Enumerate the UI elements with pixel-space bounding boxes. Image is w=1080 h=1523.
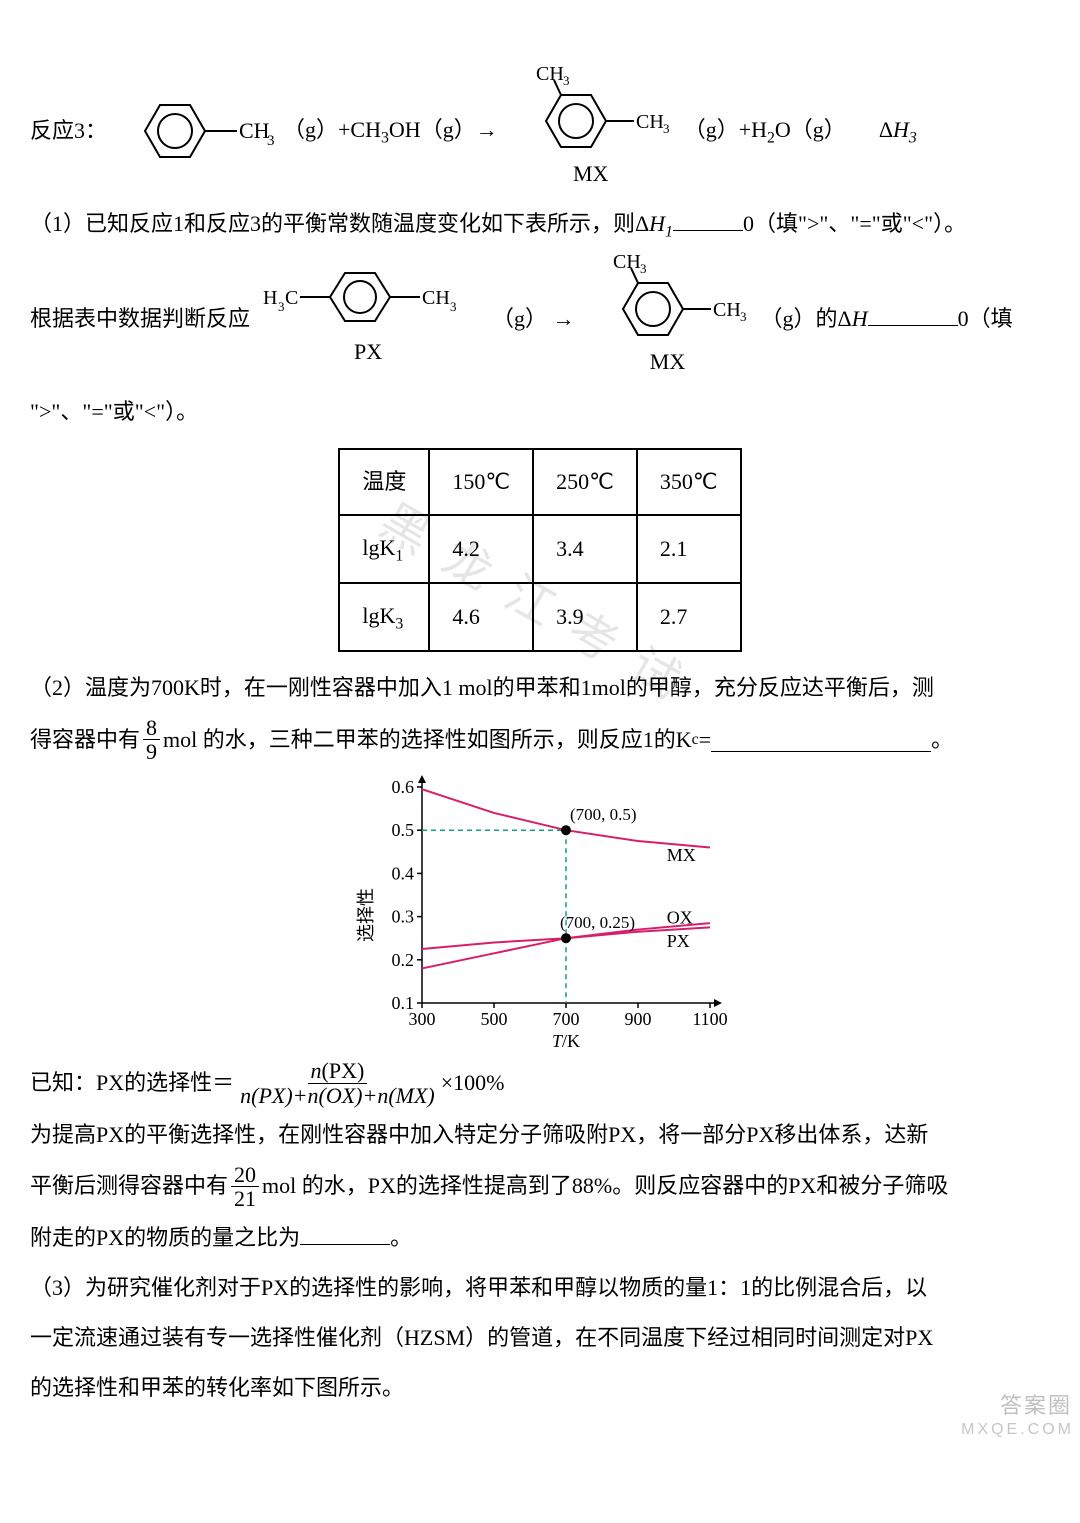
q3-line1: （3）为研究催化剂对于PX的选择性的影响，将甲苯和甲醇以物质的量1：1的比例混合… (30, 1266, 1050, 1310)
svg-text:0.4: 0.4 (392, 864, 415, 884)
svg-text:0.3: 0.3 (392, 907, 415, 927)
watermark-url: MXQE.COM (961, 1414, 1074, 1446)
judge-after: （g）的ΔH0（填 (761, 297, 1013, 341)
svg-text:CH: CH (536, 66, 564, 85)
svg-text:CH: CH (613, 254, 641, 273)
svg-text:(700, 0.5): (700, 0.5) (570, 806, 637, 825)
px-structure: H 3 C CH 3 PX (258, 264, 478, 374)
mx-label-2: MX (650, 340, 685, 384)
mx-label: MX (573, 152, 608, 196)
svg-text:3: 3 (563, 73, 570, 88)
svg-text:0.5: 0.5 (392, 821, 415, 841)
td: 4.2 (429, 515, 533, 583)
svg-text:900: 900 (625, 1009, 652, 1029)
mx-structure-2: CH 3 CH 3 MX (583, 254, 753, 384)
selectivity-equation: 已知：PX的选择性＝ n(PX) n(PX)+n(OX)+n(MX) ×100% (30, 1059, 1050, 1106)
q2b-line2: 平衡后测得容器中有 20 21 mol 的水，PX的选择性提高到了88%。则反应… (30, 1163, 1050, 1210)
svg-text:3: 3 (267, 133, 275, 149)
reaction3-plus-text: （g）+CH3OH（g）→ (283, 108, 498, 154)
svg-text:0.6: 0.6 (392, 777, 415, 797)
q2-blank-kc (711, 728, 931, 752)
chart-svg: 0.10.20.30.40.50.63005007009001100(700, … (350, 773, 730, 1053)
svg-text:CH: CH (636, 111, 664, 133)
td: 3.4 (533, 515, 637, 583)
reaction3-line: 反应3： CH 3 （g）+CH3OH（g）→ CH 3 CH 3 MX （g）… (30, 66, 1050, 196)
td: 3.9 (533, 583, 637, 651)
judge-mid: （g） → (492, 297, 575, 341)
q1-blank (673, 207, 743, 231)
svg-text:300: 300 (409, 1009, 436, 1029)
q3-line3: 的选择性和甲苯的转化率如下图所示。 (30, 1366, 1050, 1410)
judge-line: 根据表中数据判断反应 H 3 C CH 3 PX （g） → CH 3 CH 3… (30, 254, 1050, 384)
svg-text:(700, 0.25): (700, 0.25) (560, 914, 635, 933)
td-lgk3: lgK3 (339, 583, 429, 651)
th-150: 150℃ (429, 449, 533, 515)
svg-text:H: H (263, 287, 277, 309)
th-temp: 温度 (339, 449, 429, 515)
svg-text:OX: OX (667, 908, 693, 928)
table-row: lgK1 4.2 3.4 2.1 (339, 515, 740, 583)
td: 2.7 (637, 583, 741, 651)
q1-text: （1）已知反应1和反应3的平衡常数随温度变化如下表所示，则ΔH10（填">"、"… (30, 202, 1050, 248)
svg-text:0.2: 0.2 (392, 950, 415, 970)
toluene-structure: CH 3 (115, 93, 275, 169)
svg-text:3: 3 (278, 299, 285, 314)
svg-text:700: 700 (553, 1009, 580, 1029)
toluene-svg: CH 3 (115, 93, 275, 169)
reaction3-prefix: 反应3： (30, 109, 107, 153)
table-row: 温度 150℃ 250℃ 350℃ (339, 449, 740, 515)
q2-line1: （2）温度为700K时，在一刚性容器中加入1 mol的甲苯和1mol的甲醇，充分… (30, 666, 1050, 710)
svg-text:PX: PX (667, 932, 690, 952)
td: 4.6 (429, 583, 533, 651)
reaction3-after: （g）+H2O（g） ΔH3 (684, 108, 917, 154)
mx-svg: CH 3 CH 3 (506, 66, 676, 156)
q2-line2: 得容器中有 8 9 mol 的水，三种二甲苯的选择性如图所示，则反应1的Kc= … (30, 716, 1050, 763)
td-lgk1: lgK1 (339, 515, 429, 583)
table-row: lgK3 4.6 3.9 2.7 (339, 583, 740, 651)
judge-prefix: 根据表中数据判断反应 (30, 297, 250, 341)
svg-text:CH: CH (713, 299, 741, 321)
svg-text:选择性: 选择性 (356, 888, 376, 942)
q2b-line1: 为提高PX的平衡选择性，在刚性容器中加入特定分子筛吸附PX，将一部分PX移出体系… (30, 1113, 1050, 1157)
svg-text:CH: CH (422, 287, 450, 309)
svg-text:1100: 1100 (692, 1009, 727, 1029)
mx-structure: CH 3 CH 3 MX (506, 66, 676, 196)
svg-text:500: 500 (481, 1009, 508, 1029)
selectivity-chart: 0.10.20.30.40.50.63005007009001100(700, … (30, 773, 1050, 1053)
svg-text:CH: CH (239, 118, 270, 143)
judge-line2: ">"、"="或"<"）。 (30, 390, 1050, 434)
svg-text:MX: MX (667, 846, 696, 866)
svg-text:3: 3 (450, 299, 457, 314)
td: 2.1 (637, 515, 741, 583)
frac-20-21: 20 21 (231, 1163, 259, 1210)
svg-text:3: 3 (663, 121, 670, 136)
svg-text:3: 3 (740, 309, 747, 324)
selectivity-frac: n(PX) n(PX)+n(OX)+n(MX) (237, 1059, 438, 1106)
px-svg: H 3 C CH 3 (258, 264, 478, 334)
mx-svg-2: CH 3 CH 3 (583, 254, 753, 344)
frac-8-9: 8 9 (143, 716, 160, 763)
th-350: 350℃ (637, 449, 741, 515)
svg-text:C: C (285, 287, 298, 309)
svg-text:T/K: T/K (552, 1031, 580, 1051)
px-label: PX (354, 330, 382, 374)
th-250: 250℃ (533, 449, 637, 515)
q3-line2: 一定流速通过装有专一选择性催化剂（HZSM）的管道，在不同温度下经过相同时间测定… (30, 1316, 1050, 1360)
q2b-blank (300, 1221, 390, 1245)
k-table: 温度 150℃ 250℃ 350℃ lgK1 4.2 3.4 2.1 lgK3 … (338, 448, 741, 652)
judge-blank (868, 302, 958, 326)
svg-text:3: 3 (640, 261, 647, 276)
q2b-line3: 附走的PX的物质的量之比为。 (30, 1216, 1050, 1260)
